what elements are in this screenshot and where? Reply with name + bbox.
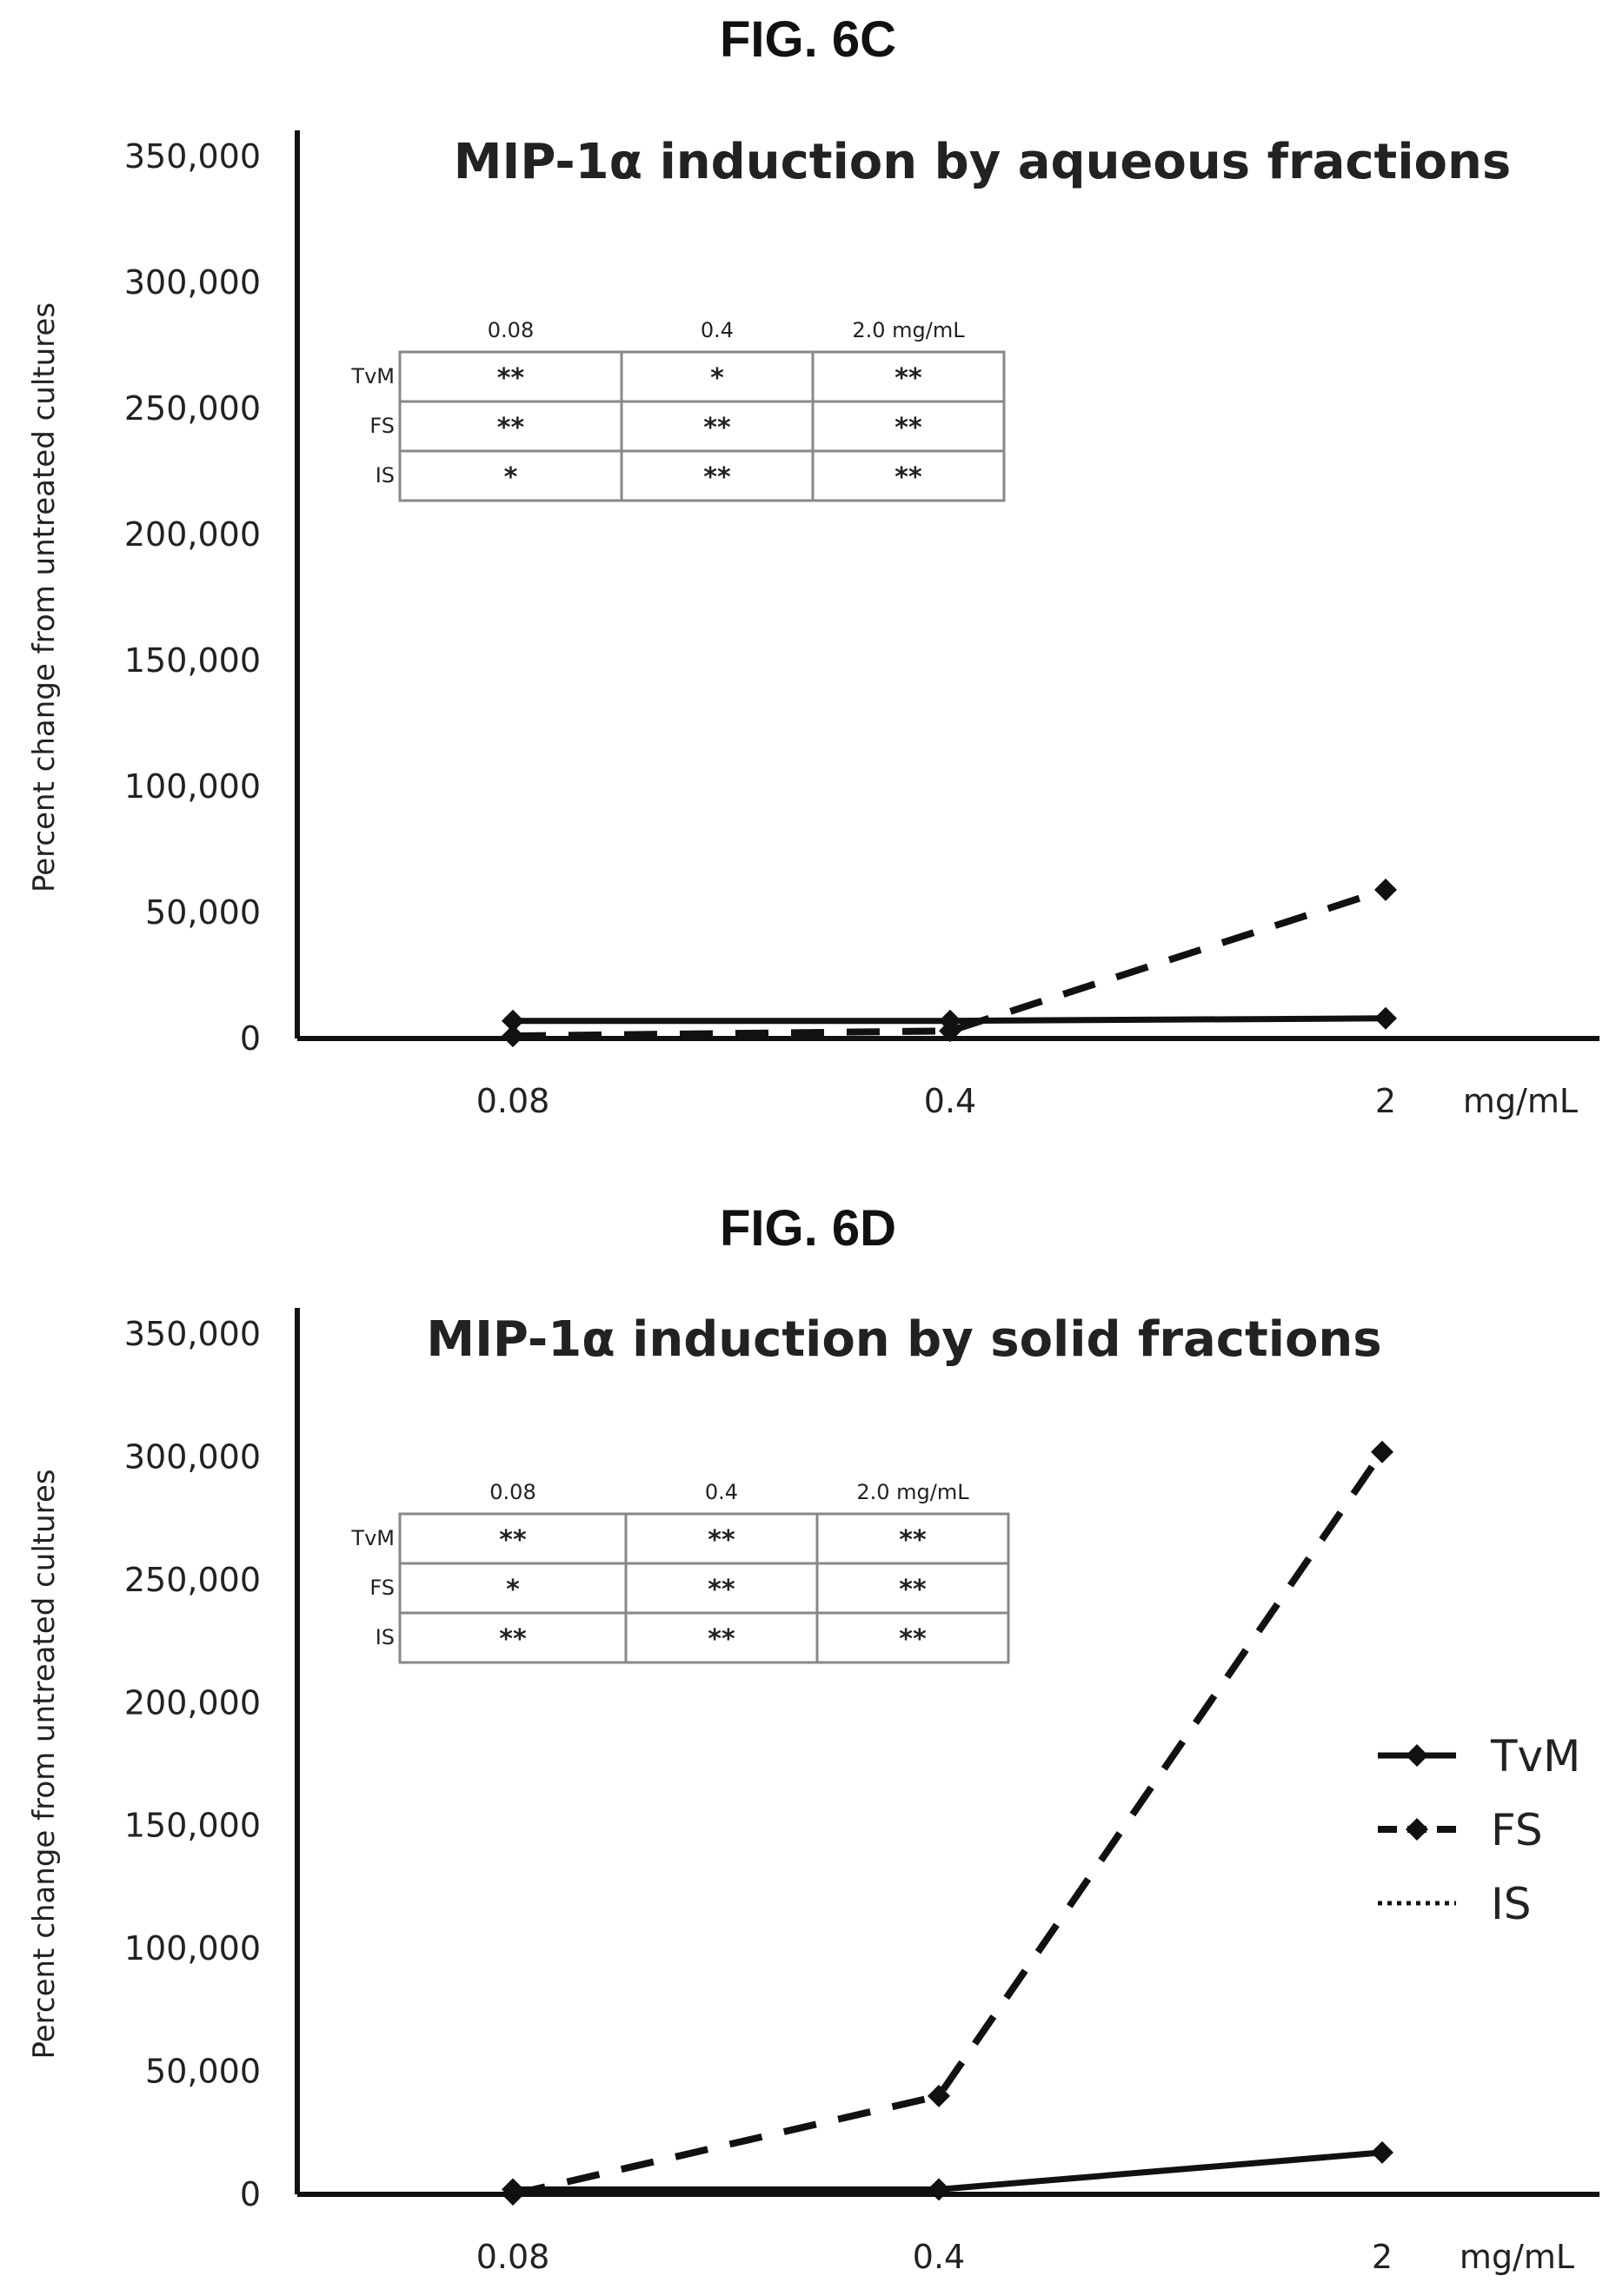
series-line (512, 886, 1387, 1040)
y-tick-label: 250,000 (124, 389, 261, 428)
y-tick-label: 300,000 (124, 1437, 261, 1476)
legend-label: IS (1491, 1879, 1531, 1929)
table-cell: * (710, 363, 724, 394)
data-point (1371, 2140, 1393, 2164)
y-tick-label: 200,000 (124, 1683, 261, 1722)
table-row-header: TvM (350, 364, 395, 388)
table-cell: ** (894, 462, 922, 493)
data-point (928, 2084, 950, 2107)
y-tick-label: 350,000 (124, 1315, 261, 1353)
x-tick-label: 0.4 (924, 1082, 976, 1120)
y-tick-label: 200,000 (124, 515, 261, 554)
y-tick-label: 150,000 (124, 641, 261, 680)
table-row-header: IS (376, 1625, 395, 1649)
y-tick-label: 50,000 (145, 2053, 261, 2091)
chart-aqueous-fractions: MIP-1α induction by aqueous fractions Per… (27, 130, 1599, 1120)
table-cell: ** (499, 1525, 527, 1556)
y-tick-label: 300,000 (124, 263, 261, 302)
series-fs (502, 1440, 1393, 2206)
y-tick-label: 0 (240, 1019, 261, 1058)
data-point (1374, 878, 1397, 901)
table-cell: ** (497, 413, 525, 443)
chart-title: MIP-1α induction by solid fractions (426, 1311, 1381, 1368)
table-cell: ** (899, 1624, 927, 1655)
y-tick-label: 0 (240, 2175, 261, 2213)
series-line (513, 2149, 1383, 2193)
x-tick-label: 2 (1375, 1082, 1396, 1120)
table-column-header: 0.08 (488, 318, 534, 342)
table-cell: ** (497, 363, 525, 394)
y-tick-label: 100,000 (124, 1929, 261, 1968)
legend-label: TvM (1490, 1731, 1580, 1782)
table-cell: ** (894, 363, 922, 394)
table-cell: ** (708, 1525, 735, 1556)
table-row-header: FS (369, 1576, 395, 1600)
chart-solid-fractions: MIP-1α induction by solid fractions Perce… (27, 1308, 1599, 2276)
x-tick-label: 2 (1372, 2238, 1393, 2276)
table-column-header: 2.0 mg/mL (852, 318, 965, 342)
table-cell: ** (708, 1575, 735, 1605)
data-point (1374, 1006, 1397, 1030)
data-point (1371, 1440, 1393, 1463)
table-cell: ** (894, 413, 922, 443)
table-cell: ** (499, 1624, 527, 1655)
table-column-header: 0.4 (705, 1480, 738, 1504)
table-cell: ** (703, 413, 731, 443)
table-row-header: TvM (350, 1526, 395, 1550)
table-border (398, 350, 1006, 502)
table-column-header: 0.4 (701, 318, 734, 342)
series-line (512, 1450, 1386, 2198)
table-cell: ** (899, 1525, 927, 1556)
table-cell: * (504, 462, 518, 493)
x-tick-label: 0.08 (476, 1082, 550, 1120)
x-axis-unit: mg/mL (1460, 2238, 1574, 2276)
table-row-header: FS (369, 414, 395, 438)
y-tick-label: 50,000 (145, 893, 261, 932)
y-tick-label: 100,000 (124, 767, 261, 806)
y-tick-label: 150,000 (124, 1807, 261, 1845)
x-tick-label: 0.08 (476, 2238, 550, 2276)
table-cell: ** (703, 462, 731, 493)
y-tick-label: 350,000 (124, 137, 261, 176)
y-tick-label: 250,000 (124, 1561, 261, 1599)
table-column-header: 2.0 mg/mL (856, 1480, 969, 1504)
table-column-header: 0.08 (489, 1480, 535, 1504)
data-point (928, 2178, 950, 2201)
legend-marker (1406, 1818, 1428, 1841)
table-cell: ** (899, 1575, 927, 1605)
table-cell: * (506, 1575, 520, 1605)
table-row-header: IS (376, 463, 395, 488)
x-tick-label: 0.4 (913, 2238, 965, 2276)
legend-label: FS (1491, 1805, 1543, 1855)
table-cell: ** (708, 1624, 735, 1655)
data-point (502, 1025, 524, 1048)
figure-label-6d: FIG. 6D (719, 1200, 897, 1257)
figure-label-6c: FIG. 6C (719, 11, 897, 68)
y-axis-label: Percent change from untreated cultures (27, 302, 62, 893)
data-point (502, 1009, 524, 1032)
y-axis-label: Percent change from untreated cultures (27, 1469, 62, 2059)
legend-marker (1406, 1744, 1428, 1767)
chart-title: MIP-1α induction by aqueous fractions (454, 134, 1511, 190)
x-axis-unit: mg/mL (1463, 1082, 1578, 1120)
table-border (398, 1512, 1010, 1664)
legend: TvM FS IS (1378, 1731, 1580, 1929)
